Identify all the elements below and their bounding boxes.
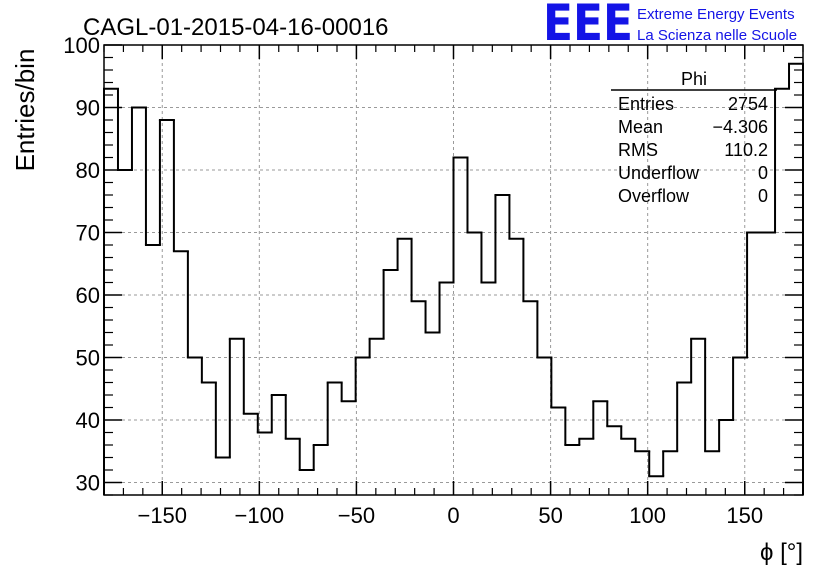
x-tick-label: 50 <box>538 503 562 528</box>
eee-logo: EEE Extreme Energy Events La Scienza nel… <box>543 0 797 52</box>
x-tick-label: 100 <box>629 503 666 528</box>
x-axis-label: ϕ [°] <box>760 539 803 566</box>
x-tick-label: 150 <box>726 503 763 528</box>
stats-title: Phi <box>681 69 707 89</box>
stats-value-mean: −4.306 <box>712 117 768 137</box>
y-tick-label: 90 <box>76 96 100 121</box>
chart-title: CAGL-01-2015-04-16-00016 <box>83 14 389 41</box>
tick-labels: −150 −100 −50 0 50 100 150 30 40 50 60 70 80 90 100 <box>63 33 763 528</box>
y-tick-label: 100 <box>63 33 100 58</box>
x-tick-label: −100 <box>235 503 285 528</box>
x-tick-label: −50 <box>338 503 375 528</box>
y-tick-label: 30 <box>76 471 100 496</box>
stats-value-overflow: 0 <box>758 186 768 206</box>
logo-line-1: Extreme Energy Events <box>637 6 795 23</box>
stats-label-underflow: Underflow <box>618 163 700 183</box>
eee-logo-mark: EEE <box>543 0 633 52</box>
y-tick-label: 40 <box>76 408 100 433</box>
x-tick-label: 0 <box>447 503 459 528</box>
logo-line-2: La Scienza nelle Scuole <box>637 27 797 44</box>
y-tick-label: 60 <box>76 283 100 308</box>
stats-value-rms: 110.2 <box>724 140 768 160</box>
stats-label-entries: Entries <box>618 94 674 114</box>
y-tick-label: 70 <box>76 221 100 246</box>
stats-label-rms: RMS <box>618 140 658 160</box>
stats-value-underflow: 0 <box>758 163 768 183</box>
y-tick-label: 50 <box>76 346 100 371</box>
axis-ticks <box>103 44 804 496</box>
stats-box: Phi Entries 2754 Mean −4.306 RMS 110.2 U… <box>611 69 777 206</box>
stats-label-mean: Mean <box>618 117 663 137</box>
x-tick-label: −150 <box>137 503 187 528</box>
stats-value-entries: 2754 <box>728 94 768 114</box>
y-tick-label: 80 <box>76 158 100 183</box>
y-axis-label: Entries/bin <box>10 49 40 172</box>
stats-label-overflow: Overflow <box>618 186 690 206</box>
